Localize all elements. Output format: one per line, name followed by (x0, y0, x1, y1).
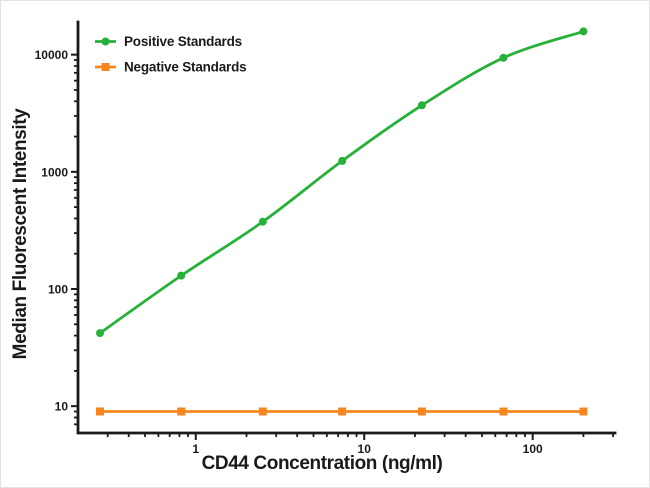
x-axis-title: CD44 Concentration (ng/ml) (202, 453, 443, 474)
legend-item-negative-standards: Negative Standards (95, 60, 247, 75)
positive-standards-data-point (579, 27, 588, 36)
positive-standards-data-point (417, 101, 426, 110)
series-positive-standards (96, 27, 588, 338)
positive-standards-data-point (177, 271, 186, 280)
positive-circle-marker-icon (101, 37, 110, 46)
negative-standards-data-point (338, 407, 347, 416)
x-tick-label: 100 (523, 442, 543, 456)
negative-standards-data-point (177, 407, 186, 416)
negative-standards-data-point (499, 407, 508, 416)
series-negative-standards (96, 407, 588, 416)
y-tick-label: 1000 (41, 165, 68, 179)
legend-label-positive: Positive Standards (124, 34, 242, 49)
positive-standards-data-point (338, 156, 347, 165)
positive-standards-data-point (499, 53, 508, 62)
negative-standards-data-point (96, 407, 104, 416)
legend: Positive Standards Negative Standards (95, 34, 247, 75)
positive-standards-curve (98, 30, 585, 335)
x-tick-label: 10 (358, 442, 372, 456)
legend-label-negative: Negative Standards (124, 60, 246, 75)
x-tick-label: 1 (192, 442, 199, 456)
y-tick-label: 10 (55, 400, 69, 414)
y-axis-title: Median Fluorescent Intensity (10, 108, 31, 359)
legend-item-positive-standards: Positive Standards (95, 34, 242, 49)
axis-ticks: 1 10 100 10 100 1000 10000 (35, 48, 614, 456)
negative-standards-data-point (579, 407, 588, 416)
axis-spine (76, 20, 617, 435)
negative-standards-data-point (258, 407, 267, 416)
positive-standards-data-point (96, 329, 104, 338)
positive-standards-data-point (258, 217, 267, 226)
negative-standards-data-point (417, 407, 426, 416)
plot-area: 1 10 100 10 100 1000 10000 (35, 20, 617, 456)
negative-square-marker-icon (101, 63, 110, 71)
y-tick-label: 10000 (35, 48, 69, 62)
y-tick-label: 100 (48, 282, 68, 296)
